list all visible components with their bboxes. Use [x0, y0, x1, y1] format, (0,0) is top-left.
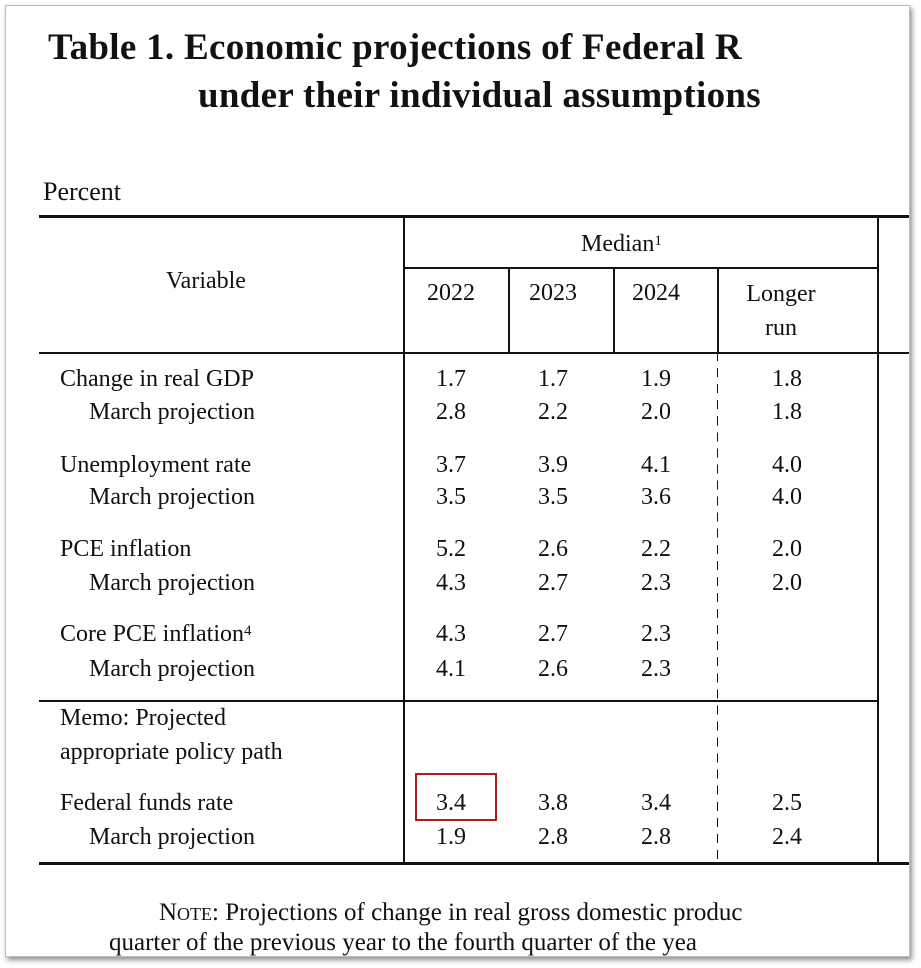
table-cell: 4.1: [436, 656, 466, 682]
table-cell: 3.4: [436, 790, 466, 816]
row-label: Federal funds rate: [60, 789, 233, 817]
table-cell: 1.9: [436, 824, 466, 850]
row-label-text: Federal funds rate: [60, 790, 234, 816]
highlight-box: [415, 773, 497, 821]
table-cell: 3.4: [641, 790, 671, 816]
note-line2: quarter of the previous year to the four…: [109, 929, 697, 956]
header-median: Median1: [581, 230, 662, 258]
column-divider: [877, 216, 879, 863]
table-cell: 4.3: [436, 621, 466, 647]
table-cell: 2.7: [538, 621, 568, 647]
row-label-text: PCE inflation: [60, 536, 192, 562]
table-cell: 2.4: [772, 824, 802, 850]
table-cell: 4.0: [772, 484, 802, 510]
table-cell: 2.8: [641, 824, 671, 850]
document-page: Table 1. Economic projections of Federal…: [5, 5, 910, 957]
note-text: Projections of change in real gross dome…: [219, 899, 743, 926]
table-cell: 4.3: [436, 570, 466, 596]
footnote-marker: 4: [243, 623, 252, 639]
row-label: March projection: [89, 398, 255, 426]
table-cell: 2.2: [641, 536, 671, 562]
table-cell: 1.8: [772, 366, 802, 392]
table-cell: 2.0: [772, 536, 802, 562]
table-cell: 2.3: [641, 570, 671, 596]
row-label: March projection: [89, 483, 255, 511]
row-label-text: Core PCE inflation: [60, 621, 244, 647]
header-longer-run: Longer: [746, 281, 816, 307]
row-label-text: March projection: [89, 570, 255, 596]
column-divider: [613, 268, 615, 353]
row-label: Core PCE inflation4: [60, 620, 251, 648]
table-cell: 3.5: [538, 484, 568, 510]
table-cell: 2.7: [538, 570, 568, 596]
table-cell: 3.7: [436, 452, 466, 478]
table-cell: 2.6: [538, 536, 568, 562]
row-label-text: March projection: [89, 484, 255, 510]
row-label-text: March projection: [89, 399, 255, 425]
table-cell: 2.5: [772, 790, 802, 816]
table-cell: 2.6: [538, 656, 568, 682]
table-cell: 2.8: [436, 399, 466, 425]
table-cell: 1.8: [772, 399, 802, 425]
table-title-line1: Table 1. Economic projections of Federal…: [48, 27, 742, 68]
header-rule: [39, 352, 909, 354]
table-cell: 2.2: [538, 399, 568, 425]
unit-label: Percent: [43, 177, 121, 206]
header-variable: Variable: [166, 268, 246, 294]
table-cell: 3.5: [436, 484, 466, 510]
note-lead: Note:: [159, 899, 219, 926]
column-divider: [508, 268, 510, 353]
row-label: PCE inflation: [60, 535, 191, 563]
note-line1: Note: Projections of change in real gros…: [159, 899, 742, 927]
bottom-rule: [39, 862, 909, 865]
top-rule: [39, 215, 909, 218]
table-cell: 1.9: [641, 366, 671, 392]
table-cell: 2.0: [772, 570, 802, 596]
column-divider: [403, 216, 405, 863]
table-cell: 3.6: [641, 484, 671, 510]
row-label-text: Unemployment rate: [60, 452, 252, 478]
row-label: Unemployment rate: [60, 451, 251, 479]
row-label-text: March projection: [89, 656, 255, 682]
table-cell: 5.2: [436, 536, 466, 562]
row-label-text: March projection: [89, 824, 255, 850]
row-label: March projection: [89, 655, 255, 683]
table-cell: 3.9: [538, 452, 568, 478]
header-year: 2023: [529, 280, 577, 306]
header-year: 2024: [632, 280, 680, 306]
table-cell: 2.3: [641, 656, 671, 682]
table-cell: 1.7: [436, 366, 466, 392]
table-title-line2: under their individual assumptions: [198, 75, 761, 116]
row-label: March projection: [89, 569, 255, 597]
header-median-label: Median: [581, 231, 655, 257]
row-label-text: Change in real GDP: [60, 366, 254, 392]
footnote-marker: 1: [654, 233, 662, 249]
dashed-divider: [717, 353, 718, 863]
memo-label: Memo: Projected: [60, 705, 226, 731]
median-rule: [404, 267, 878, 269]
table-cell: 2.0: [641, 399, 671, 425]
memo-label: appropriate policy path: [60, 739, 283, 765]
table-cell: 1.7: [538, 366, 568, 392]
row-label: Change in real GDP: [60, 365, 254, 393]
column-divider: [717, 268, 719, 353]
table-cell: 4.1: [641, 452, 671, 478]
row-label: March projection: [89, 823, 255, 851]
table-cell: 2.3: [641, 621, 671, 647]
table-cell: 4.0: [772, 452, 802, 478]
table-cell: 3.8: [538, 790, 568, 816]
memo-rule: [39, 700, 878, 702]
table-cell: 2.8: [538, 824, 568, 850]
header-longer-run: run: [765, 315, 797, 341]
header-year: 2022: [427, 280, 475, 306]
